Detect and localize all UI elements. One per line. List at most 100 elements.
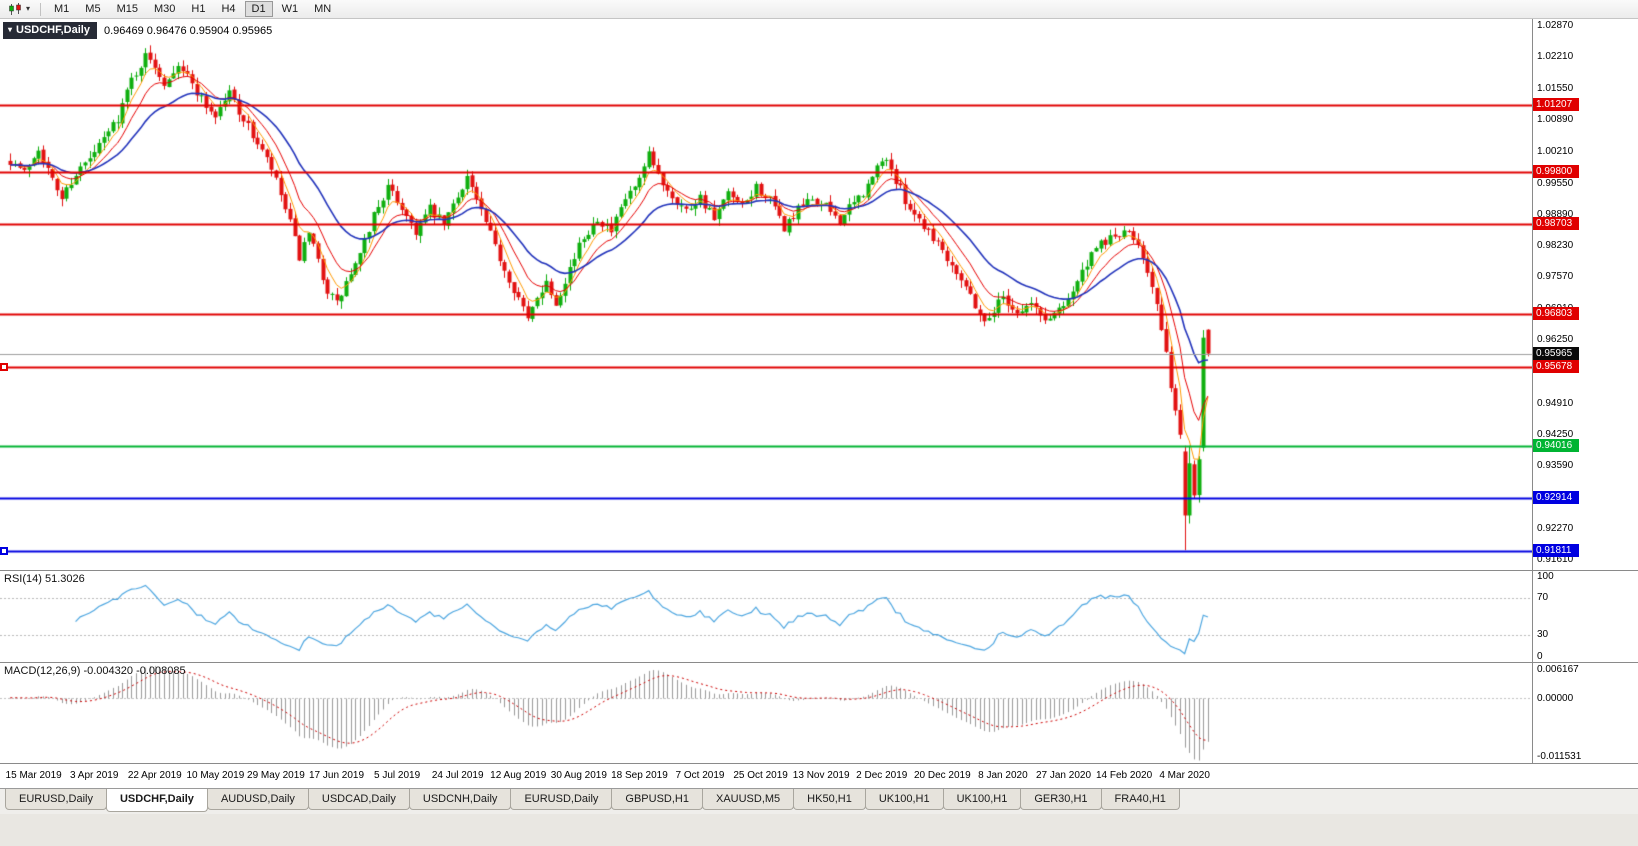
price-axis-label: 0.96250: [1537, 334, 1574, 346]
ohlc-readout: 0.96469 0.96476 0.95904 0.95965: [103, 24, 273, 37]
chart-tab-audusd-daily[interactable]: AUDUSD,Daily: [206, 789, 309, 810]
time-axis-label: 15 Mar 2019: [5, 770, 62, 781]
macd-panel: MACD(12,26,9) -0.004320 -0.008085 0.0061…: [0, 662, 1638, 763]
timeframe-w1-button[interactable]: W1: [275, 1, 306, 17]
hline-price-tag: 0.95678: [1533, 360, 1579, 374]
chart-tab-ger30-h1[interactable]: GER30,H1: [1020, 789, 1102, 810]
macd-axis-label: 0.00000: [1537, 692, 1574, 704]
hline-price-tag: 0.94016: [1533, 438, 1579, 452]
time-axis-label: 7 Oct 2019: [675, 770, 725, 781]
hline-handle[interactable]: [0, 363, 8, 372]
price-axis-label: 0.98890: [1537, 208, 1574, 220]
chart-tab-eurusd-daily[interactable]: EURUSD,Daily: [510, 789, 613, 810]
chart-tabs: EURUSD,Daily USDCHF,Daily AUDUSD,Daily USDC…: [0, 788, 1638, 814]
symbol-caret-icon: ▾: [8, 25, 13, 34]
price-axis-label: 0.93590: [1537, 460, 1574, 472]
hline-handle[interactable]: [0, 546, 8, 555]
price-axis-label: 1.02210: [1537, 51, 1574, 63]
time-axis-label: 20 Dec 2019: [913, 770, 971, 781]
macd-axis[interactable]: 0.006167 0.00000 -0.011531: [1532, 663, 1638, 763]
timeframe-d1-button[interactable]: D1: [244, 1, 273, 17]
macd-label: MACD(12,26,9) -0.004320 -0.008085: [4, 665, 186, 677]
chart-tab-hk50-h1[interactable]: HK50,H1: [793, 789, 866, 810]
chart-tab-uk100-h1[interactable]: UK100,H1: [864, 789, 944, 810]
timeframe-m15-button[interactable]: M15: [110, 1, 145, 17]
time-axis-label: 4 Mar 2020: [1159, 770, 1210, 781]
timeframe-h4-button[interactable]: H4: [214, 1, 242, 17]
timeframe-m30-button[interactable]: M30: [147, 1, 182, 17]
toolbar: ▾ M1 M5 M15 M30 H1 H4 D1 W1 MN: [0, 0, 1638, 19]
time-axis-label: 14 Feb 2020: [1095, 770, 1153, 781]
chart-tab-fra40-h1[interactable]: FRA40,H1: [1100, 789, 1180, 810]
timeframe-m5-button[interactable]: M5: [78, 1, 107, 17]
rsi-axis[interactable]: 100 70 30 0: [1532, 571, 1638, 662]
hline-price-tag: 0.99800: [1533, 164, 1579, 178]
rsi-axis-label: 0: [1537, 651, 1543, 662]
price-axis-label: 0.92270: [1537, 522, 1574, 534]
time-axis-label: 27 Jan 2020: [1035, 770, 1092, 781]
rsi-axis-label: 70: [1537, 592, 1549, 604]
symbol-badge[interactable]: ▾ USDCHF,Daily: [3, 22, 97, 39]
price-axis-label: 0.94250: [1537, 428, 1574, 440]
chart-tab-usdcad-daily[interactable]: USDCAD,Daily: [307, 789, 410, 810]
current-price-tag: 0.95965: [1533, 346, 1579, 360]
price-axis-label: 1.00210: [1537, 146, 1574, 158]
macd-axis-label: -0.011531: [1537, 751, 1582, 762]
price-chart-panel: ▾ USDCHF,Daily 0.96469 0.96476 0.95904 0.…: [0, 19, 1638, 570]
chart-tab-eurusd-daily[interactable]: EURUSD,Daily: [5, 789, 107, 810]
price-axis-label: 1.01550: [1537, 82, 1574, 94]
time-axis-label: 3 Apr 2019: [70, 770, 119, 781]
rsi-axis-label: 100: [1537, 571, 1554, 582]
time-axis-label: 22 Apr 2019: [127, 770, 182, 781]
chart-tab-usdcnh-daily[interactable]: USDCNH,Daily: [408, 789, 512, 810]
price-axis-label: 1.02870: [1537, 20, 1574, 32]
symbol-label: USDCHF,Daily: [16, 24, 90, 36]
timeframe-buttons: M1 M5 M15 M30 H1 H4 D1 W1 MN: [47, 1, 338, 17]
time-axis-label: 25 Oct 2019: [733, 770, 788, 781]
chart-tab-gbpusd-h1[interactable]: GBPUSD,H1: [611, 789, 703, 810]
time-axis-label: 18 Sep 2019: [611, 770, 668, 781]
time-axis[interactable]: 15 Mar 2019 3 Apr 2019 22 Apr 2019 10 May 2…: [0, 763, 1638, 788]
rsi-axis-label: 30: [1537, 628, 1549, 640]
price-axis-label: 0.91610: [1537, 554, 1574, 566]
chart-title-overlay: ▾ USDCHF,Daily 0.96469 0.96476 0.95904 0.…: [3, 22, 272, 39]
time-axis-label: 12 Aug 2019: [490, 770, 547, 781]
price-axis-label: 0.94910: [1537, 397, 1574, 409]
time-axis-label: 24 Jul 2019: [431, 770, 484, 781]
price-axis[interactable]: 1.02870 1.02210 1.01550 1.00890 1.00210 0.995…: [1532, 19, 1638, 570]
bottom-strip: [0, 814, 1638, 846]
macd-axis-label: 0.006167: [1537, 664, 1579, 675]
time-axis-label: 8 Jan 2020: [978, 770, 1028, 781]
rsi-panel: RSI(14) 51.3026 100 70 30 0: [0, 570, 1638, 662]
candlestick-chart-icon: [9, 2, 21, 15]
timeframe-h1-button[interactable]: H1: [184, 1, 212, 17]
time-axis-label: 17 Jun 2019: [308, 770, 365, 781]
price-axis-label: 0.99550: [1537, 177, 1574, 189]
macd-canvas[interactable]: [0, 663, 1532, 763]
hline-price-tag: 0.98703: [1533, 216, 1579, 230]
toolbar-separator: [40, 2, 42, 16]
chart-tab-xauusd-m5[interactable]: XAUUSD,M5: [701, 789, 795, 810]
time-axis-label: 10 May 2019: [186, 770, 245, 781]
time-axis-label: 29 May 2019: [247, 770, 305, 781]
price-axis-label: 0.97570: [1537, 271, 1574, 283]
rsi-label: RSI(14) 51.3026: [4, 573, 85, 585]
price-axis-label: 0.98230: [1537, 240, 1574, 252]
time-axis-label: 2 Dec 2019: [856, 770, 908, 781]
hline-price-tag: 0.92914: [1533, 491, 1579, 505]
chart-type-button[interactable]: ▾: [4, 1, 34, 18]
rsi-canvas[interactable]: [0, 571, 1532, 662]
price-chart-canvas[interactable]: [0, 19, 1532, 570]
hline-price-tag: 0.96803: [1533, 306, 1579, 320]
timeframe-mn-button[interactable]: MN: [307, 1, 338, 17]
dropdown-caret-icon: ▾: [26, 4, 31, 13]
time-axis-label: 13 Nov 2019: [792, 770, 850, 781]
time-axis-label: 5 Jul 2019: [374, 770, 421, 781]
hline-price-tag: 1.01207: [1533, 97, 1579, 111]
price-axis-label: 1.00890: [1537, 114, 1574, 125]
chart-tab-usdchf-daily[interactable]: USDCHF,Daily: [105, 789, 208, 812]
hline-price-tag: 0.91811: [1533, 543, 1579, 557]
chart-tab-uk100-h1[interactable]: UK100,H1: [942, 789, 1022, 810]
timeframe-m1-button[interactable]: M1: [47, 1, 76, 17]
